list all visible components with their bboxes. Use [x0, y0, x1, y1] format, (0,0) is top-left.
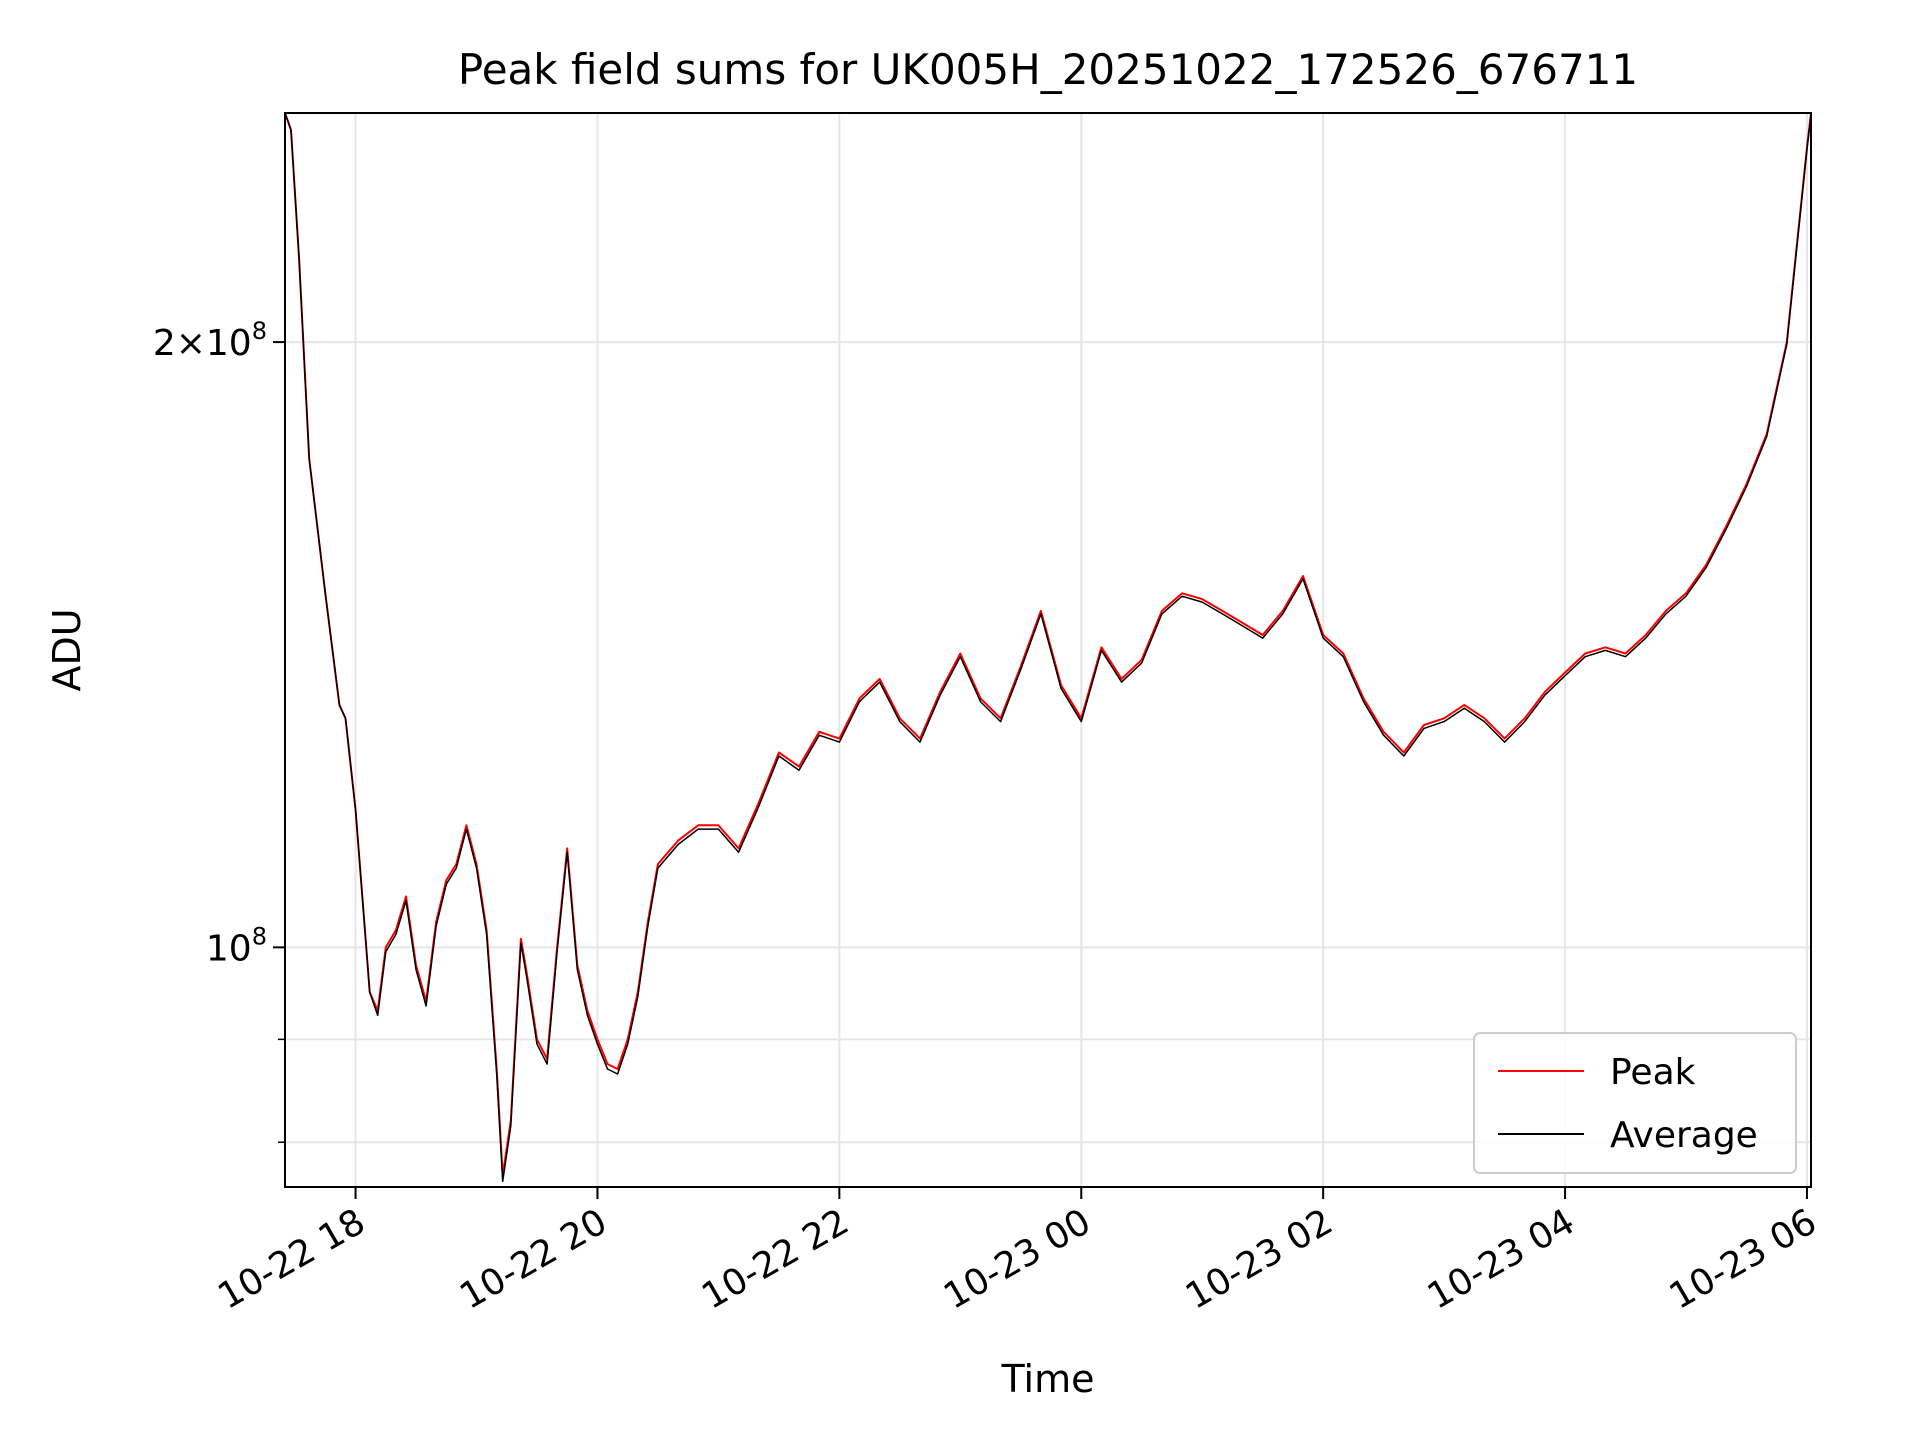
y-tick-label: 108	[206, 922, 267, 969]
x-axis-label: Time	[1001, 1357, 1095, 1401]
legend-label-average: Average	[1610, 1115, 1758, 1156]
plot-frame	[284, 112, 1812, 1188]
series-layer	[285, 113, 1811, 1183]
y-axis-label: ADU	[45, 608, 89, 691]
legend-label-peak: Peak	[1610, 1052, 1696, 1093]
series-line-average	[285, 113, 1811, 1183]
y-tick-mantissa: 2	[153, 323, 176, 364]
y-tick-times-sign: ×	[176, 323, 206, 364]
y-tick-base: 10	[206, 323, 252, 364]
y-tick-exponent: 8	[252, 317, 267, 345]
y-tick-exponent: 8	[252, 922, 267, 950]
legend-box	[1473, 1032, 1797, 1174]
series-group	[285, 113, 1811, 1183]
y-tick-base: 10	[206, 928, 252, 969]
legend: Peak Average	[1473, 1032, 1797, 1174]
series-line-peak	[285, 113, 1811, 1177]
chart-title: Peak field sums for UK005H_20251022_1725…	[458, 45, 1638, 94]
y-tick-label: 2×108	[153, 317, 267, 364]
